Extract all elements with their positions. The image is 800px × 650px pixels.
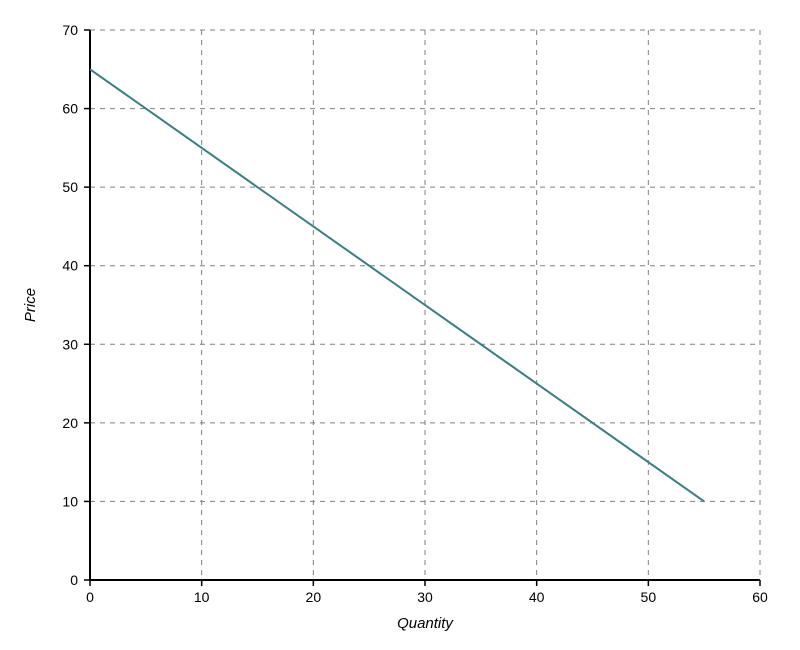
x-tick-label: 0: [86, 589, 94, 605]
y-tick-label: 30: [62, 336, 78, 352]
x-axis-label: Quantity: [397, 615, 454, 632]
y-tick-label: 20: [62, 415, 78, 431]
y-tick-label: 0: [70, 572, 78, 588]
x-tick-label: 30: [417, 589, 433, 605]
y-tick-label: 70: [62, 22, 78, 38]
y-tick-label: 60: [62, 101, 78, 117]
x-tick-label: 60: [752, 589, 768, 605]
x-tick-label: 50: [641, 589, 657, 605]
x-tick-label: 10: [194, 589, 210, 605]
y-tick-label: 10: [62, 493, 78, 509]
y-tick-label: 40: [62, 258, 78, 274]
line-chart: 0 10 20 30 40 50 60 0 10 20 30 40 50 60 70 Quantity Pric…: [0, 0, 800, 650]
x-tick-label: 20: [306, 589, 322, 605]
y-axis-label: Price: [22, 288, 39, 322]
chart-svg: 0 10 20 30 40 50 60 0 10 20 30 40 50 60 70 Quantity Pric…: [0, 0, 800, 650]
y-tick-label: 50: [62, 179, 78, 195]
x-tick-label: 40: [529, 589, 545, 605]
